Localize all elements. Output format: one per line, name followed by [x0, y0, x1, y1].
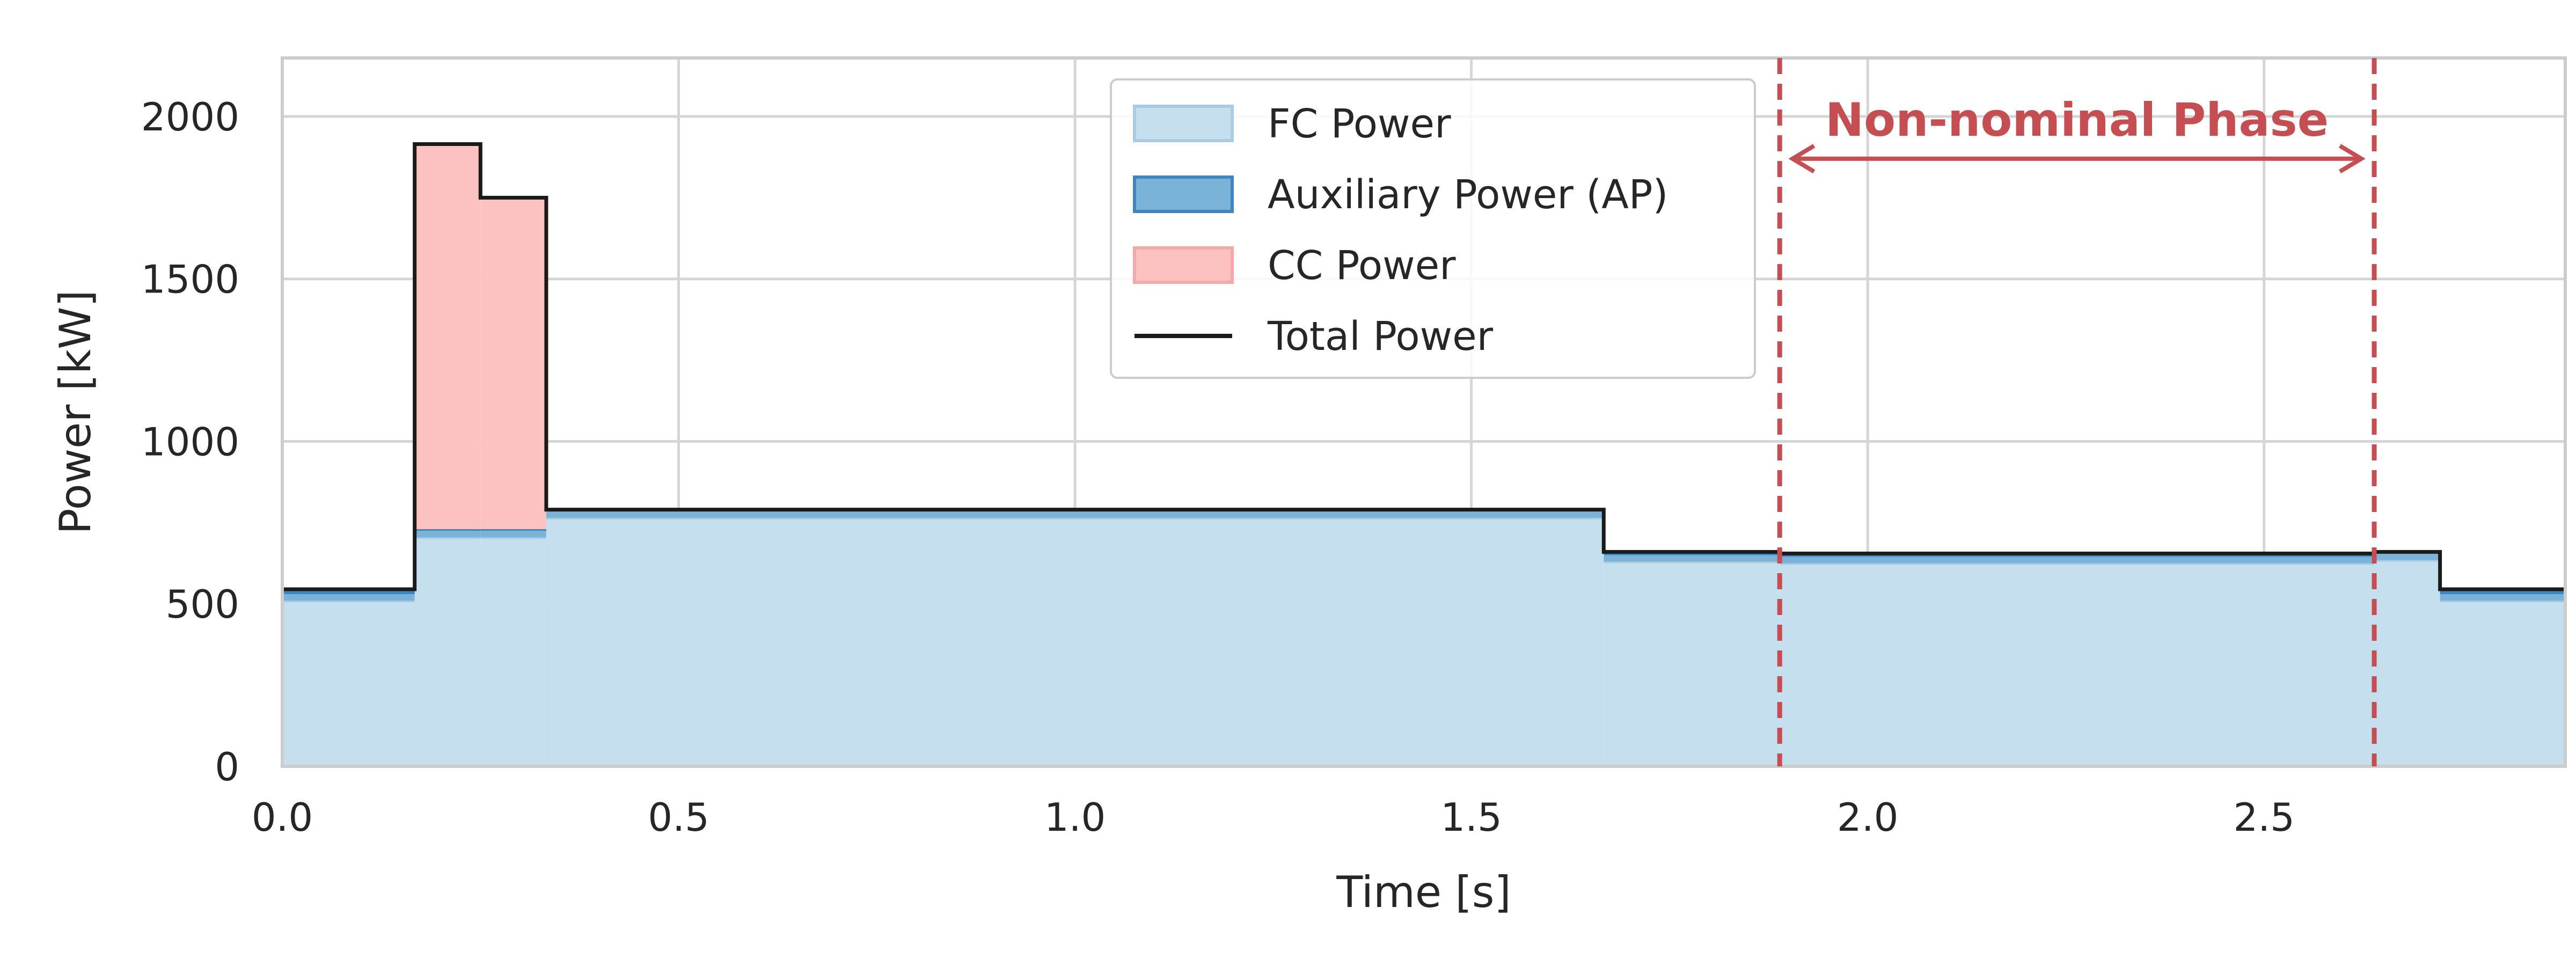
y-tick-label: 1500 — [141, 257, 239, 302]
x-tick-label: 0.5 — [648, 795, 709, 840]
legend-label: FC Power — [1268, 101, 1451, 147]
annotations: Non-nominal Phase — [1777, 58, 2377, 766]
x-axis-label: Time [s] — [1336, 867, 1511, 917]
area-segment-fc-power — [2440, 601, 2565, 766]
x-tick-label: 0.0 — [252, 795, 313, 840]
area-segment-cc-power — [414, 144, 481, 529]
legend-label: Total Power — [1267, 313, 1494, 360]
area-segment-fc-power — [2374, 560, 2440, 766]
area-segment-fc-power — [480, 537, 546, 766]
area-segment-fc-power — [414, 537, 481, 766]
x-tick-label: 1.5 — [1440, 795, 1502, 840]
area-segment-auxiliary-power-ap- — [1780, 555, 2375, 564]
y-tick-label: 500 — [166, 582, 239, 627]
y-tick-label: 2000 — [141, 94, 239, 140]
area-segment-fc-power — [282, 601, 415, 766]
x-tick-label: 1.0 — [1044, 795, 1106, 840]
plot-frame — [281, 56, 2567, 768]
legend-label: CC Power — [1268, 243, 1456, 289]
tick-labels: 0.0 0.5 1.0 1.5 2.0 2.5 0 500 1000 1500 2000 — [141, 94, 2295, 840]
area-segment-fc-power — [1604, 561, 1780, 766]
area-segment-auxiliary-power-ap- — [282, 592, 415, 601]
y-axis-label: Power [kW] — [50, 290, 100, 534]
area-layers — [282, 142, 2565, 766]
area-segment-fc-power — [546, 517, 1604, 766]
area-segment-fc-power — [1780, 563, 2375, 766]
x-tick-label: 2.0 — [1837, 795, 1899, 840]
line-layers — [282, 142, 2565, 591]
legend-label: Auxiliary Power (AP) — [1268, 172, 1668, 218]
legend-box — [1110, 78, 1756, 379]
legend-swatch — [1133, 246, 1234, 284]
y-tick-label: 1000 — [141, 419, 239, 464]
area-segment-auxiliary-power-ap- — [2440, 592, 2565, 601]
legend-swatch — [1133, 105, 1234, 142]
legend-swatch — [1133, 175, 1234, 213]
phase-arrow-head-left — [1788, 144, 1816, 174]
total-power-line — [282, 142, 2565, 591]
area-segment-auxiliary-power-ap- — [480, 529, 546, 538]
area-segment-cc-power — [480, 197, 546, 529]
phase-annotation-label: Non-nominal Phase — [1825, 93, 2329, 147]
phase-arrow-head-right — [2338, 144, 2366, 174]
x-tick-label: 2.5 — [2233, 795, 2295, 840]
y-tick-label: 0 — [215, 744, 239, 789]
legend: FC Power Auxiliary Power (AP) CC Power Tota… — [1110, 78, 1756, 379]
area-segment-auxiliary-power-ap- — [2374, 552, 2440, 560]
area-segment-auxiliary-power-ap- — [546, 509, 1604, 518]
area-segment-auxiliary-power-ap- — [1604, 553, 1780, 562]
area-segment-auxiliary-power-ap- — [414, 529, 481, 538]
